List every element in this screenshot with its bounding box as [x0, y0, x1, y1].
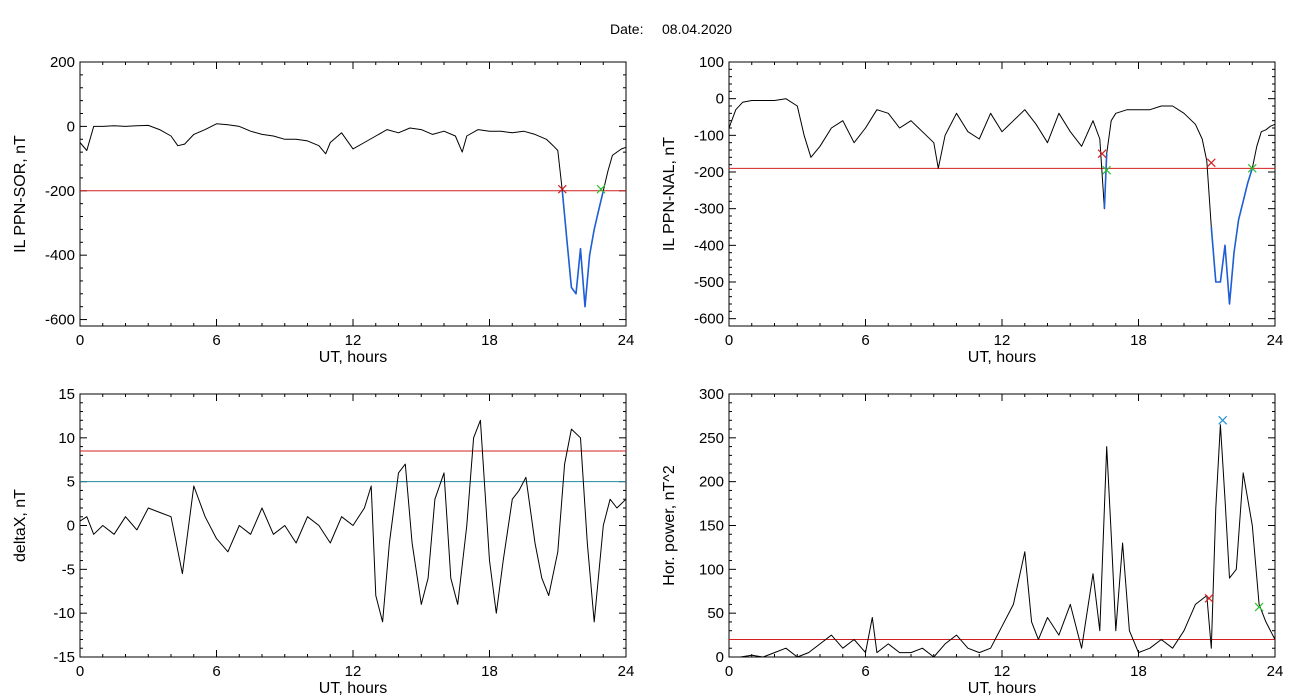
marker-green-stroke-b: [1102, 165, 1112, 175]
plot-frame: [728, 61, 1276, 327]
x-tick-label: 24: [1267, 663, 1284, 680]
panel-il-ppn-sor: 0 6 12 18 24 200 0 -200 -400 -600 UT, hours IL PPN-…: [12, 54, 634, 366]
y-tick-label: -300: [694, 201, 724, 218]
date-value: 08.04.2020: [662, 21, 732, 37]
y-tick-label: 15: [58, 386, 75, 403]
series-line: [729, 424, 1276, 658]
panel-il-ppn-nal: 0 6 12 18 24 100 0 -100 -200 -300 -400 -500 -600 UT, …: [661, 54, 1283, 366]
x-tick-label: 0: [76, 663, 84, 680]
y-tick-label: -200: [694, 164, 724, 181]
x-tick-label: 18: [1130, 332, 1147, 349]
x-axis-label: UT, hours: [968, 680, 1036, 697]
marker-blue: [1218, 415, 1228, 425]
y-tick-label: -100: [694, 127, 724, 144]
y-tick-label: 100: [699, 54, 724, 71]
date-label: Date:: [610, 21, 643, 37]
x-tick-label: 24: [618, 663, 635, 680]
y-tick-label: -10: [53, 605, 75, 622]
marker-red: [1206, 158, 1216, 168]
marker-green-stroke-b: [1247, 163, 1257, 173]
plot-frame: [728, 393, 1276, 658]
marker-green: [1254, 602, 1264, 612]
y-tick-label: -15: [53, 649, 75, 666]
x-tick-label: 12: [994, 663, 1011, 680]
marker-red: [1204, 593, 1214, 603]
x-axis-label: UT, hours: [319, 680, 387, 697]
x-tick-label: 6: [212, 332, 220, 349]
y-tick-label: -400: [694, 237, 724, 254]
marker-red-stroke-b: [1097, 149, 1107, 159]
x-tick-label: 12: [994, 332, 1011, 349]
x-tick-label: 6: [861, 663, 869, 680]
x-tick-label: 12: [345, 663, 362, 680]
x-tick-label: 6: [861, 332, 869, 349]
event-segment: [1103, 153, 1108, 209]
y-tick-label: 0: [67, 518, 75, 535]
series-line: [728, 98, 1276, 305]
x-tick-label: 18: [481, 332, 498, 349]
y-tick-label: -500: [694, 274, 724, 291]
marker-blue-stroke-b: [1218, 415, 1228, 425]
marker-red-stroke-b: [1204, 593, 1214, 603]
y-tick-label: 200: [699, 474, 724, 491]
plot-frame: [79, 61, 627, 327]
x-tick-label: 24: [618, 332, 635, 349]
y-axis-label: Hor. power, nT^2: [661, 465, 678, 586]
y-tick-label: 0: [67, 118, 75, 135]
x-axis-label: UT, hours: [319, 349, 387, 366]
y-tick-label: 150: [699, 518, 724, 535]
marker-red-stroke-b: [557, 184, 567, 194]
y-tick-label: 0: [716, 649, 724, 666]
marker-green: [596, 184, 606, 194]
y-tick-label: 200: [50, 54, 75, 71]
x-axis-label: UT, hours: [968, 349, 1036, 366]
y-tick-label: 10: [58, 430, 75, 447]
x-tick-label: 18: [1130, 663, 1147, 680]
panel-hor-power: 0 6 12 18 24 300 250 200 150 100 50 0 UT, hours Hor. …: [661, 386, 1283, 697]
y-axis-label: IL PPN-NAL, nT: [661, 137, 678, 251]
event-segment: [1210, 168, 1254, 305]
y-tick-label: 50: [707, 605, 724, 622]
x-tick-label: 12: [345, 332, 362, 349]
y-tick-label: 0: [716, 91, 724, 108]
series-line: [79, 419, 627, 623]
panel-deltax: 0 6 12 18 24 15 10 5 0 -5 -10 -15 UT, hours deltaX, n…: [12, 386, 634, 697]
y-tick-label: 5: [67, 474, 75, 491]
x-tick-label: 0: [725, 663, 733, 680]
marker-red: [1097, 149, 1107, 159]
marker-red-stroke-b: [1206, 158, 1216, 168]
y-tick-label: -5: [62, 561, 75, 578]
event-segment: [561, 190, 605, 308]
marker-green-stroke-b: [1254, 602, 1264, 612]
marker-red: [557, 184, 567, 194]
y-tick-label: -400: [45, 247, 75, 264]
y-tick-label: -200: [45, 183, 75, 200]
y-tick-label: 250: [699, 430, 724, 447]
marker-green: [1102, 165, 1112, 175]
x-tick-label: 0: [76, 332, 84, 349]
x-tick-label: 24: [1267, 332, 1284, 349]
series-line: [79, 123, 627, 308]
marker-green-stroke-b: [596, 184, 606, 194]
y-axis-label: deltaX, nT: [12, 489, 29, 562]
y-tick-label: -600: [45, 312, 75, 329]
y-axis-label: IL PPN-SOR, nT: [12, 135, 29, 253]
y-tick-label: 100: [699, 561, 724, 578]
marker-green: [1247, 163, 1257, 173]
x-tick-label: 18: [481, 663, 498, 680]
x-tick-label: 0: [725, 332, 733, 349]
y-tick-label: -600: [694, 311, 724, 328]
y-tick-label: 300: [699, 386, 724, 403]
x-tick-label: 6: [212, 663, 220, 680]
